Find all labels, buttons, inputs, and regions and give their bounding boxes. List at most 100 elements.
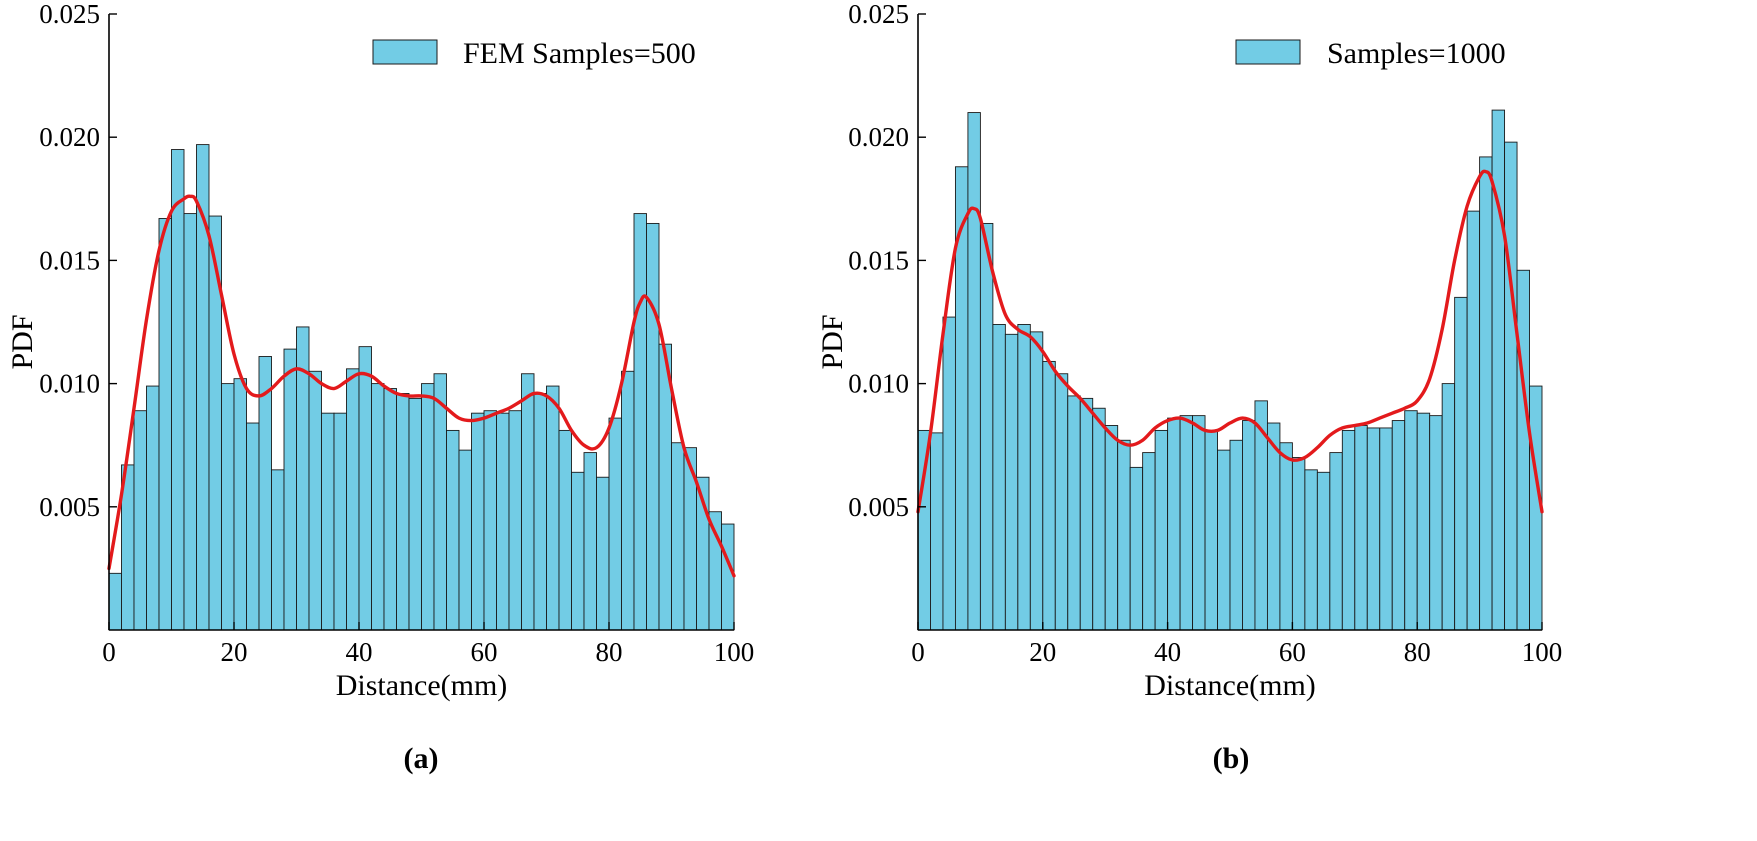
panel-b-caption: (b) [1213, 742, 1250, 775]
panel-a-bar [558, 429, 572, 631]
panel-b-bar [1391, 420, 1406, 631]
panel-a-x-tick-label: 20 [221, 637, 248, 667]
panel-a-bar [146, 385, 160, 631]
panel-a-bar [108, 572, 122, 631]
panel-b-bar [1104, 425, 1119, 631]
panel-a-legend: FEM Samples=500 [372, 37, 696, 70]
panel-a-bar [608, 417, 622, 631]
panel-b-bar [1291, 457, 1306, 631]
panel-a-y-tick-label: 0.015 [39, 245, 100, 275]
panel-a-bar [321, 412, 335, 631]
panel-b-bar [1429, 415, 1443, 631]
panel-b-bar [1167, 417, 1181, 631]
panel-b-bar [992, 324, 1006, 631]
panel-a-bar [596, 476, 610, 631]
panel-b-bar [1042, 360, 1056, 631]
panel-a-bar [221, 383, 235, 631]
panel-b-bar [1329, 452, 1343, 631]
panel-b-bar [1079, 397, 1094, 631]
panel-a-bar [458, 449, 472, 631]
panel-a-y-axis-label: PDF [6, 314, 39, 369]
panel-b-bar [1379, 427, 1393, 631]
panel-b-bar [1404, 410, 1418, 631]
panel-b-bar [1279, 442, 1293, 631]
panel-b-bar [1154, 429, 1169, 631]
panel-b-x-tick-label: 100 [1522, 637, 1563, 667]
panel-a-legend-label: FEM Samples=500 [463, 37, 696, 70]
panel-b-bar [1516, 269, 1530, 631]
panel-a-bar [533, 393, 547, 631]
panel-b-bar [1304, 469, 1318, 631]
panel-b-x-tick-label: 0 [911, 637, 925, 667]
panel-a-bar [496, 412, 510, 631]
panel-b-bar [1366, 427, 1381, 631]
panel-b-bar [1416, 412, 1431, 631]
panel-b-y-tick-label: 0.025 [848, 0, 909, 29]
panel-b-y-tick-label: 0.010 [848, 369, 909, 399]
panel-a-x-tick-label: 40 [346, 637, 373, 667]
panel-b-bar [1192, 415, 1206, 631]
panel-b-y-tick-label: 0.015 [848, 245, 909, 275]
panel-a-bar [258, 356, 272, 631]
panel-a-bar [396, 393, 410, 631]
panel-a-bar [721, 523, 735, 631]
panel-b-bar [1029, 331, 1044, 631]
panel-a-bar [408, 397, 422, 631]
panel-a-bar [671, 442, 685, 631]
panel-a-bar [471, 412, 485, 631]
panel-b-kde-line [916, 169, 1544, 514]
panel-b-y-tick-label: 0.005 [848, 492, 909, 522]
panel-a-bar [621, 370, 635, 631]
panel-a-bar [571, 471, 585, 631]
panel-b-bar [917, 429, 931, 631]
panel-b-bar [967, 112, 981, 631]
panel-b-bar [942, 316, 956, 631]
panel-b-bar [1054, 373, 1069, 631]
panel-a-y-tick-label: 0.025 [39, 0, 100, 29]
panel-a-bar [158, 218, 172, 631]
panel-a-x-tick-label: 60 [471, 637, 498, 667]
panel-b-bar [1354, 425, 1368, 631]
panel-b-x-tick-label: 40 [1154, 637, 1181, 667]
panel-a-bar [383, 388, 397, 631]
panel-b-y-tick-label: 0.020 [848, 122, 909, 152]
panel-b-bar [1341, 429, 1356, 631]
panel-a-bar [333, 412, 347, 631]
panel-a-bar [421, 383, 435, 631]
panel-a-bar [183, 213, 197, 631]
panel-b-x-tick-label: 80 [1404, 637, 1431, 667]
panel-b-bar [1179, 415, 1194, 631]
panel-a-bar [483, 410, 497, 631]
panel-b-bar [979, 222, 994, 631]
panel-b-bar [1092, 407, 1106, 631]
panel-a-bar [271, 469, 285, 631]
panel-a: 0 20 40 60 80 100 0.005 0.010 0.015 0.020 0.025 Dis… [6, 0, 754, 775]
panel-a-bar [308, 370, 322, 631]
panel-a-bar [583, 452, 597, 631]
panel-a-bar [546, 385, 560, 631]
panel-b-x-tick-label: 60 [1279, 637, 1306, 667]
panel-a-y-tick-label: 0.005 [39, 492, 100, 522]
panel-b-bar [1504, 141, 1518, 631]
panel-b-bar [1067, 395, 1081, 631]
panel-a-bar [133, 410, 147, 631]
panel-a-bar [433, 373, 447, 631]
panel-b-bar [1266, 422, 1281, 631]
panel-b-y-axis-label: PDF [816, 314, 849, 369]
panel-a-kde-line [107, 194, 736, 578]
panel-a-caption: (a) [404, 742, 439, 775]
panel-b-bar [1117, 439, 1131, 631]
panel-a-bar [521, 373, 535, 631]
panel-b-legend-swatch [1235, 39, 1301, 65]
panel-a-bar [633, 213, 647, 631]
panel-a-bar [171, 149, 185, 631]
panel-b-legend: Samples=1000 [1235, 37, 1506, 70]
panel-a-bar [446, 429, 460, 631]
panel-a-bar [508, 410, 522, 631]
panel-b-bar [1441, 383, 1456, 631]
panel-a-bar [371, 383, 385, 631]
panel-a-x-tick-label: 80 [596, 637, 623, 667]
panel-b-bar [1129, 466, 1144, 631]
panel-a-bar [646, 222, 660, 631]
